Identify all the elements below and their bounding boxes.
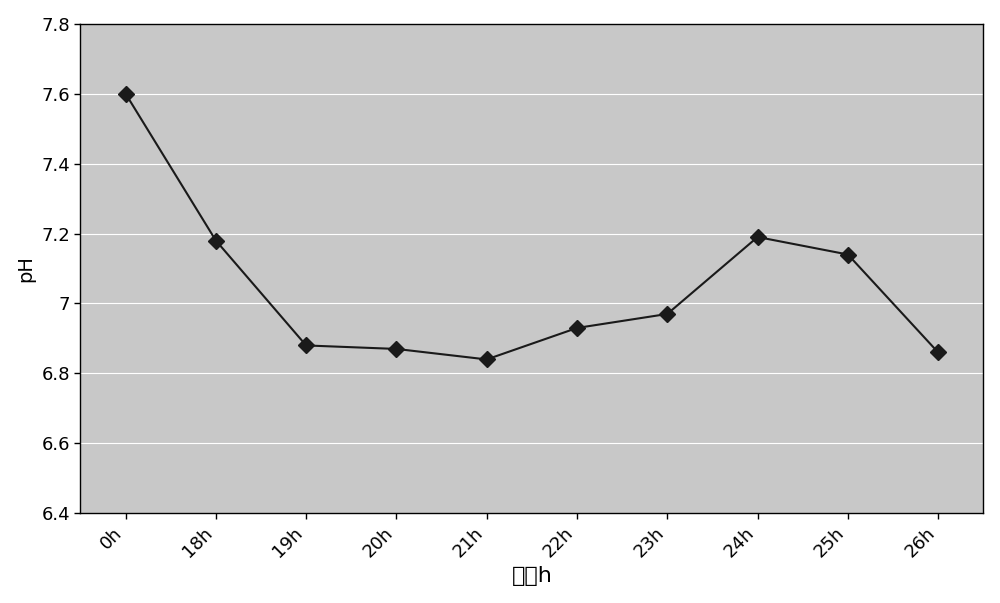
Y-axis label: pH: pH [17, 255, 36, 282]
X-axis label: 时间h: 时间h [511, 566, 552, 586]
